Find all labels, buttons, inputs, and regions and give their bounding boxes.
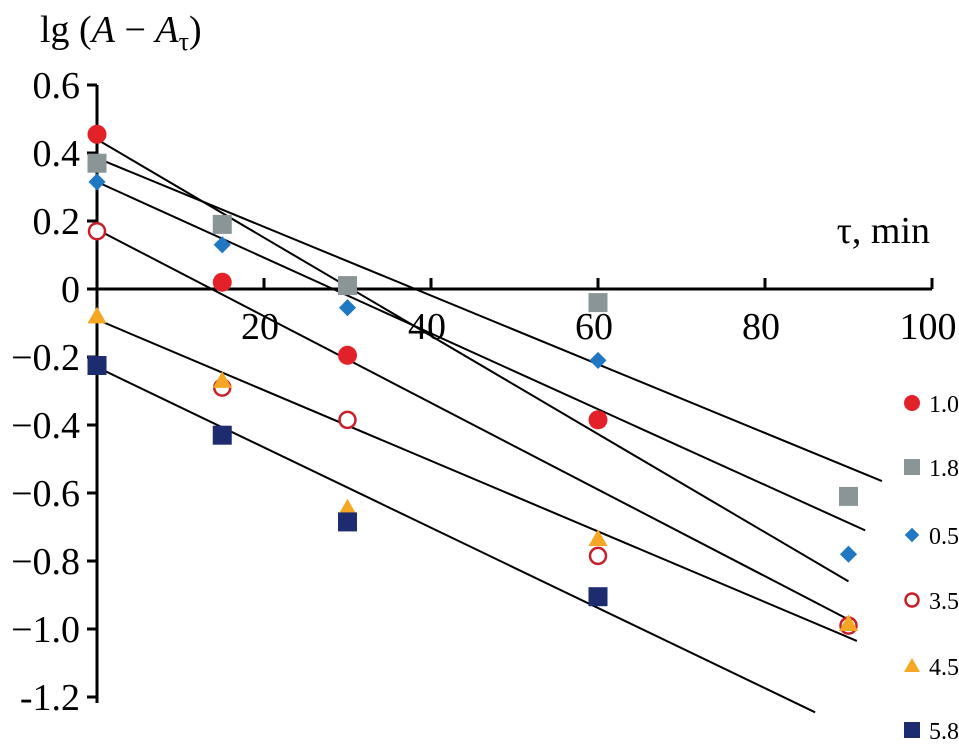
x-tick-label: 100 <box>900 306 957 348</box>
data-point <box>212 425 232 445</box>
data-point <box>213 236 231 254</box>
data-point <box>87 153 107 173</box>
fit-line <box>96 318 858 642</box>
fit-line <box>96 366 816 714</box>
x-tick-label: 80 <box>742 306 780 348</box>
legend-label: 0.5 <box>929 524 959 550</box>
data-point <box>588 293 608 313</box>
data-point <box>338 299 357 317</box>
legend-label: 5.8 <box>929 719 959 745</box>
data-point <box>338 498 357 516</box>
legend-marker <box>904 658 920 672</box>
y-tick-label: 0.4 <box>33 133 81 175</box>
legend-label: 4.5 <box>929 655 959 681</box>
data-point <box>338 410 357 430</box>
legend-marker <box>904 527 920 543</box>
data-point <box>839 545 858 563</box>
legend-label: 1.0 <box>929 392 959 418</box>
fit-line <box>96 228 858 625</box>
data-point <box>589 351 607 369</box>
data-point <box>338 512 357 532</box>
fit-line <box>96 138 850 583</box>
y-tick-label: −0.8 <box>11 541 80 583</box>
fit-lines <box>96 138 883 714</box>
y-tick-label: −1.0 <box>11 609 80 651</box>
legend-marker <box>904 395 920 411</box>
y-tick-label: −0.6 <box>11 473 80 515</box>
legend-marker <box>904 592 920 608</box>
data-point <box>88 173 106 191</box>
y-tick-label: 0 <box>61 269 80 311</box>
y-axis-title: lg (A − Aτ) <box>40 9 202 56</box>
data-point <box>338 276 357 296</box>
y-tick-label: 0.2 <box>33 201 81 243</box>
legend-marker <box>904 722 920 738</box>
data-point <box>588 587 608 607</box>
data-point <box>338 345 357 365</box>
fit-line <box>96 180 866 532</box>
data-point <box>588 529 608 547</box>
y-tick-label: 0.6 <box>33 65 81 107</box>
legend: 1.0 1.8 0.5 3.5 4.5 5.8 <box>904 392 959 745</box>
y-tick-label: −0.2 <box>11 337 80 379</box>
y-tick-label: −0.4 <box>11 405 80 447</box>
data-point <box>839 486 858 506</box>
x-tick-label: 60 <box>575 306 613 348</box>
legend-label: 3.5 <box>929 589 959 615</box>
data-point <box>87 356 107 375</box>
x-axis-title: τ, min <box>837 210 930 252</box>
data-point <box>212 272 232 292</box>
legend-marker <box>904 459 920 475</box>
data-point <box>588 546 608 566</box>
data-point <box>212 214 232 234</box>
axes: 0.60.40.20−0.2−0.4−0.6−0.8−1.0-1.220 40 60… <box>11 65 956 719</box>
data-point <box>87 221 107 241</box>
data-point <box>87 124 107 144</box>
data-points <box>87 124 858 635</box>
x-tick-label: 20 <box>241 306 279 348</box>
fit-line <box>96 157 883 483</box>
legend-label: 1.8 <box>929 456 959 482</box>
y-tick-label: -1.2 <box>20 677 80 719</box>
data-point <box>87 306 107 324</box>
data-point <box>839 614 858 632</box>
data-point <box>588 410 608 430</box>
data-point <box>212 371 232 388</box>
